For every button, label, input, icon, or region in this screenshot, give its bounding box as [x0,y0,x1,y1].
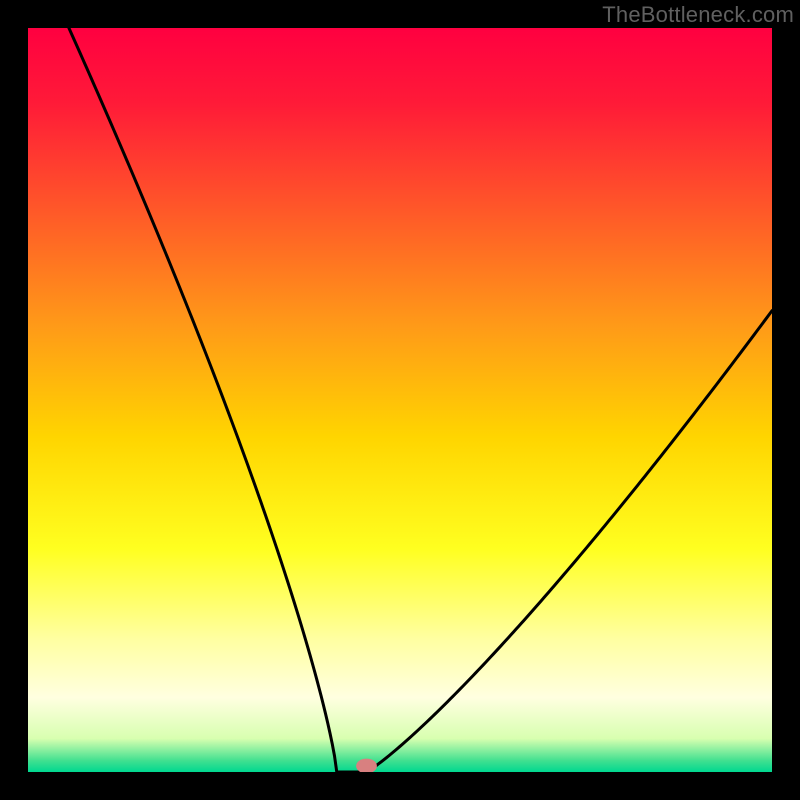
watermark-text: TheBottleneck.com [602,0,800,28]
chart-plot [28,28,772,772]
gradient-background [28,28,772,772]
